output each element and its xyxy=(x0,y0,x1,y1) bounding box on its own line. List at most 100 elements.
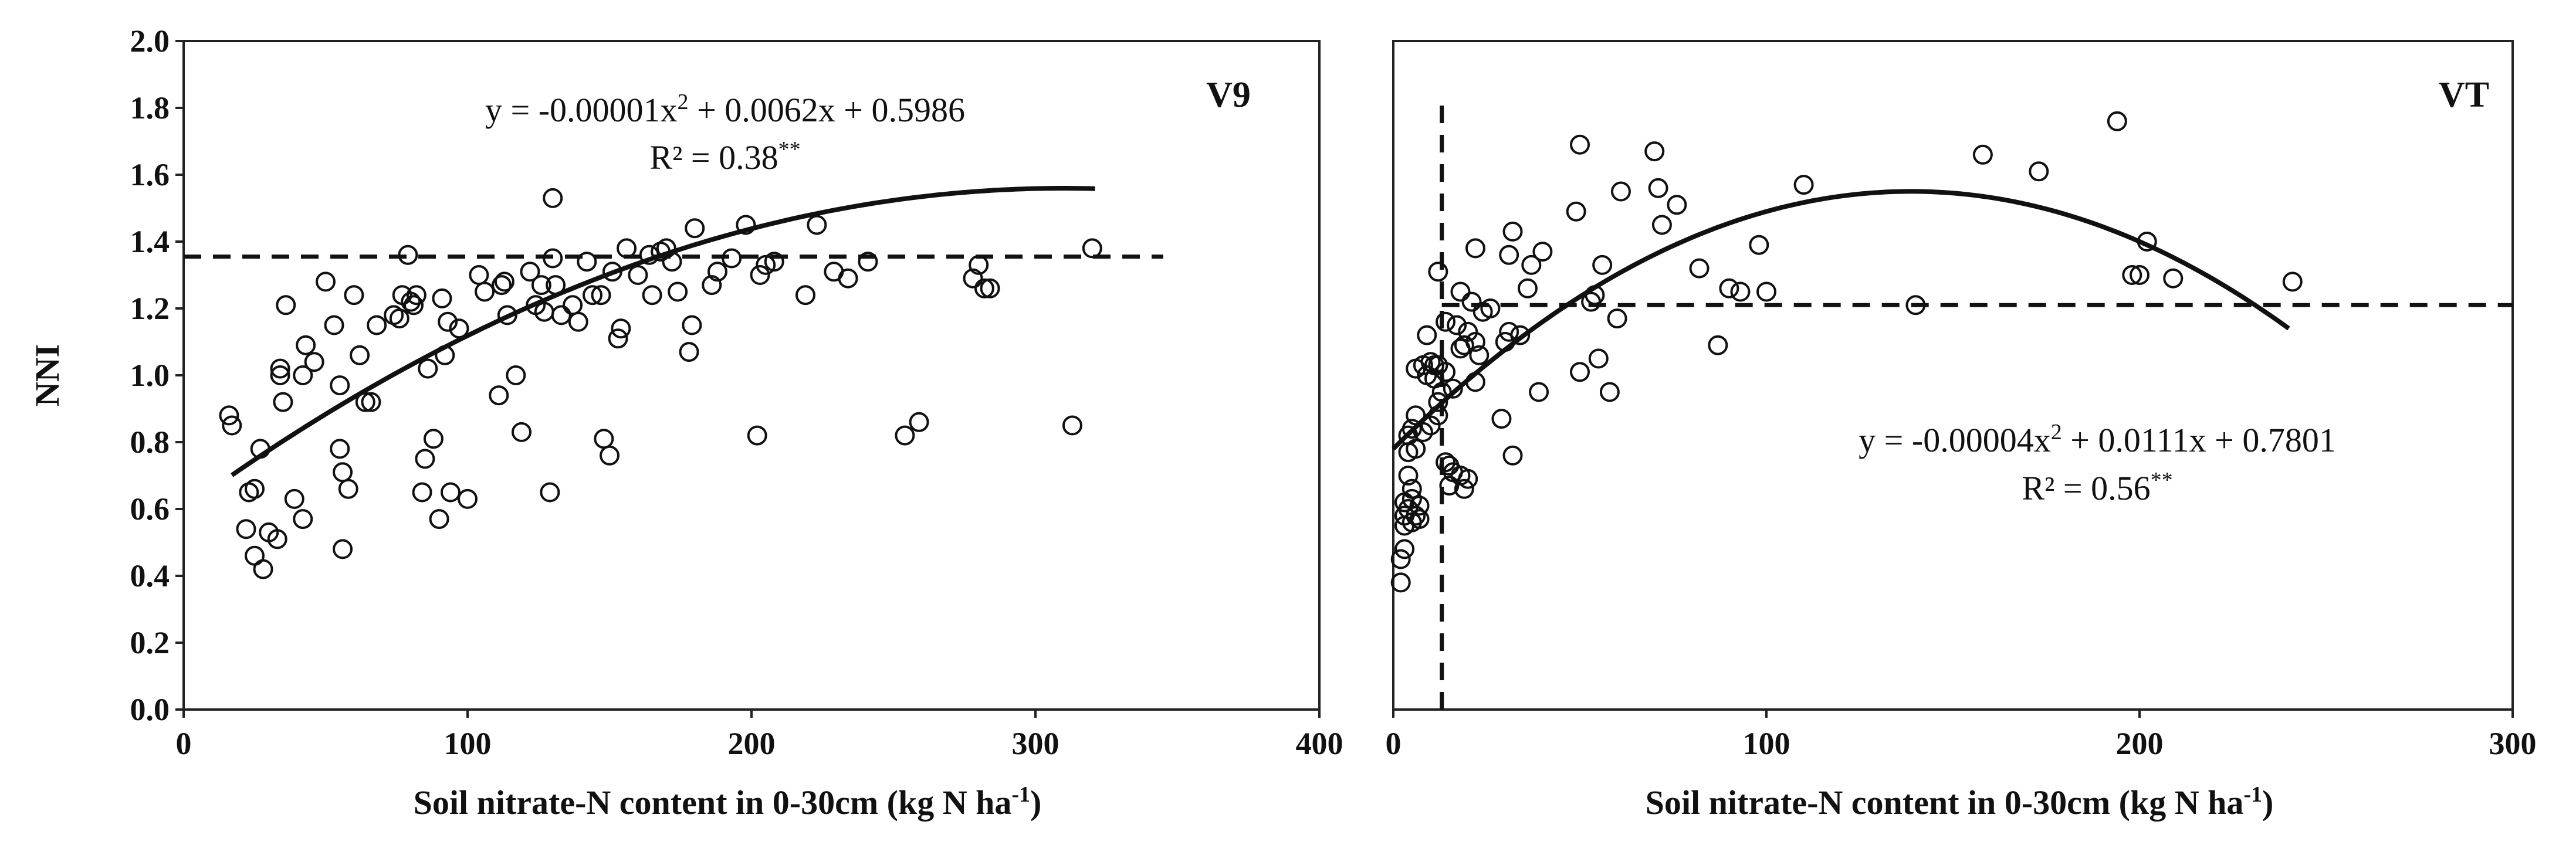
scatter-point xyxy=(1447,315,1467,335)
scatter-point xyxy=(423,429,444,449)
y-tick-label: 1.8 xyxy=(130,90,170,125)
panel-v9-r-squared: R² = 0.38** xyxy=(649,137,800,177)
scatter-point xyxy=(1436,311,1456,332)
scatter-point xyxy=(1450,281,1471,302)
scatter-point xyxy=(412,482,432,503)
scatter-point xyxy=(1409,509,1430,530)
scatter-point xyxy=(389,308,409,329)
scatter-point xyxy=(551,305,571,325)
scatter-point xyxy=(1644,141,1665,162)
panel-vt-points xyxy=(1390,111,2303,593)
scatter-point xyxy=(1667,195,1687,215)
scatter-point xyxy=(1502,445,1523,466)
panel-vt-r-squared: R² = 0.56** xyxy=(2022,468,2172,507)
x-tick-label: 200 xyxy=(2116,726,2164,761)
scatter-point xyxy=(974,278,994,298)
scatter-point xyxy=(438,311,458,332)
scatter-point xyxy=(1420,415,1441,436)
fit-curve xyxy=(1392,189,2290,451)
scatter-point xyxy=(1402,479,1422,499)
scatter-point xyxy=(642,285,662,306)
scatter-point xyxy=(333,539,353,559)
scatter-point xyxy=(909,412,929,432)
scatter-point xyxy=(838,268,858,289)
scatter-point xyxy=(1428,262,1448,282)
scatter-point xyxy=(219,405,239,426)
y-tick-label: 1.0 xyxy=(130,358,170,393)
scatter-point xyxy=(492,275,512,296)
x-tick-label: 200 xyxy=(728,726,776,761)
scatter-point xyxy=(1651,215,1672,235)
scatter-point xyxy=(736,215,756,235)
scatter-point xyxy=(253,559,273,579)
scatter-point xyxy=(520,262,540,282)
scatter-point xyxy=(1499,245,1519,265)
scatter-point xyxy=(415,449,435,469)
scatter-point xyxy=(1648,178,1668,198)
scatter-point xyxy=(707,262,727,282)
scatter-point xyxy=(611,318,631,339)
scatter-point xyxy=(1517,278,1538,298)
x-tick-label: 300 xyxy=(2489,726,2537,761)
scatter-point xyxy=(1570,362,1590,382)
panel-vt-x-axis-title: Soil nitrate-N content in 0-30cm (kg N h… xyxy=(1646,782,2274,822)
scatter-point xyxy=(429,509,449,530)
scatter-point xyxy=(1062,415,1082,436)
scatter-point xyxy=(591,285,611,306)
scatter-point xyxy=(2107,111,2127,131)
scatter-point xyxy=(404,295,424,315)
y-tick-label: 0.2 xyxy=(130,625,170,660)
scatter-point xyxy=(540,482,560,503)
scatter-point xyxy=(293,509,313,530)
y-tick-label: 0.8 xyxy=(130,425,170,460)
scatter-point xyxy=(895,425,915,446)
panel-v9-x-axis-title: Soil nitrate-N content in 0-30cm (kg N h… xyxy=(414,782,1042,822)
panel-v9-y-ticks: 0.0 0.2 0.4 0.6 0.8 1.0 1.2 1.4 1.6 1.8 2.0 xyxy=(130,23,184,727)
scatter-point xyxy=(338,479,358,499)
scatter-point xyxy=(764,252,784,272)
scatter-point xyxy=(702,275,722,296)
panel-v9-fit xyxy=(231,186,1095,477)
scatter-point xyxy=(367,315,387,335)
scatter-point xyxy=(1972,144,1993,165)
scatter-point xyxy=(494,272,514,292)
scatter-point xyxy=(1480,298,1501,318)
scatter-point xyxy=(330,439,350,459)
scatter-point xyxy=(222,415,242,436)
panel-v9: 0.0 0.2 0.4 0.6 0.8 1.0 1.2 1.4 1.6 1.8 2.0 0 100 20… xyxy=(28,23,1343,822)
panel-vt-equation: y = -0.00004x2 + 0.0111x + 0.7801 xyxy=(1859,420,2336,459)
scatter-point xyxy=(270,365,290,385)
panel-vt: 0 100 200 300 Soil nitrate-N content in 0-3… xyxy=(1386,40,2537,822)
scatter-point xyxy=(458,488,478,509)
scatter-point xyxy=(795,285,815,306)
panel-v9-label: V9 xyxy=(1206,75,1251,115)
scatter-point xyxy=(2029,161,2049,182)
scatter-point xyxy=(685,218,705,239)
scatter-point xyxy=(1588,348,1609,369)
panel-v9-y-axis-title: NNI xyxy=(28,344,66,406)
scatter-point xyxy=(1708,335,1728,355)
panel-vt-x-ticks: 0 100 200 300 xyxy=(1386,710,2537,761)
scatter-point xyxy=(1417,325,1437,345)
scatter-point xyxy=(1443,378,1463,399)
scatter-point xyxy=(440,482,461,503)
scatter-point xyxy=(293,365,313,385)
scatter-point xyxy=(316,272,336,292)
x-tick-label: 100 xyxy=(1743,726,1790,761)
scatter-point xyxy=(1610,181,1631,202)
y-tick-label: 0.0 xyxy=(130,692,170,727)
scatter-point xyxy=(475,281,495,302)
scatter-point xyxy=(1454,479,1474,499)
scatter-point xyxy=(858,252,878,272)
scatter-point xyxy=(1607,308,1627,329)
scatter-point xyxy=(582,285,602,306)
scatter-point xyxy=(1406,505,1426,526)
scatter-point xyxy=(361,392,381,412)
scatter-point xyxy=(756,254,776,275)
scatter-point xyxy=(1793,175,1814,195)
scatter-point xyxy=(531,275,551,296)
scatter-point xyxy=(679,342,699,362)
scatter-point xyxy=(1592,254,1613,275)
